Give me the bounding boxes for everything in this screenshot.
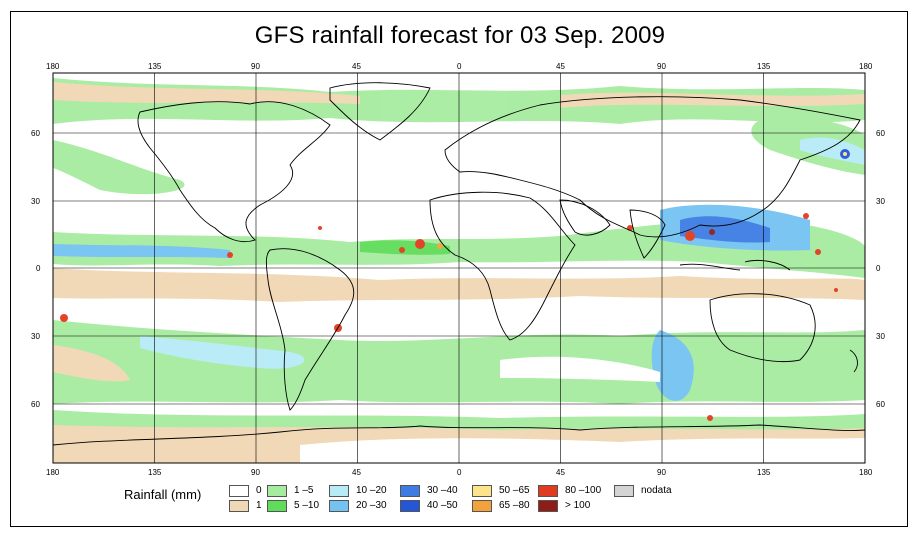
legend-label-12: nodata [641, 485, 672, 496]
legend-label-5: 20 –30 [356, 500, 387, 511]
legend-swatch-2 [267, 485, 287, 497]
tick-top-90e: 90 [657, 62, 666, 71]
legend-label-7: 40 –50 [427, 500, 458, 511]
tick-top-90w: 90 [251, 62, 260, 71]
legend-swatch-7 [400, 500, 420, 512]
legend-label-3: 5 –10 [294, 500, 320, 511]
graticule [52, 72, 866, 464]
continent-outlines [53, 82, 865, 446]
tick-top-180: 180 [46, 62, 60, 71]
legend-label-11: > 100 [565, 500, 591, 511]
tick-top-45e: 45 [556, 62, 565, 71]
figure-frame [10, 11, 908, 527]
map-title: GFS rainfall forecast for 03 Sep. 2009 [254, 22, 666, 49]
tick-right-30n: 30 [876, 197, 885, 206]
tick-left-60s: 60 [31, 400, 40, 409]
legend-swatch-11 [538, 500, 558, 512]
tick-bottom-0: 0 [457, 468, 462, 477]
legend-label-8: 50 –65 [499, 485, 530, 496]
tick-top-45w: 45 [352, 62, 361, 71]
tick-right-0: 0 [876, 264, 881, 273]
legend-swatch-6 [400, 485, 420, 497]
legend-label-6: 30 –40 [427, 485, 458, 496]
tick-right-60n: 60 [876, 129, 885, 138]
tick-left-30n: 30 [31, 197, 40, 206]
tick-left-30s: 30 [31, 332, 40, 341]
legend-label-10: 80 –100 [565, 485, 602, 496]
legend-title: Rainfall (mm) [124, 487, 202, 502]
legend-swatch-9 [472, 500, 492, 512]
legend-label-1: 1 [256, 500, 262, 511]
tick-bottom-135e: 135 [757, 468, 771, 477]
tick-top-180e: 180 [859, 62, 873, 71]
legend-label-2: 1 –5 [294, 485, 314, 496]
legend-label-0: 0 [256, 485, 262, 496]
legend-swatch-4 [329, 485, 349, 497]
tick-right-60s: 60 [876, 400, 885, 409]
legend-swatch-1 [229, 500, 249, 512]
tick-left-60n: 60 [31, 129, 40, 138]
legend-swatch-3 [267, 500, 287, 512]
tick-left-0: 0 [36, 264, 41, 273]
tick-bottom-90w: 90 [251, 468, 260, 477]
tick-top-135e: 135 [757, 62, 771, 71]
legend-label-4: 10 –20 [356, 485, 387, 496]
tick-bottom-135w: 135 [148, 468, 162, 477]
tick-bottom-45e: 45 [556, 468, 565, 477]
legend-swatch-12 [614, 485, 634, 497]
tick-bottom-90e: 90 [657, 468, 666, 477]
legend-swatch-8 [472, 485, 492, 497]
legend-label-9: 65 –80 [499, 500, 530, 511]
legend-swatch-5 [329, 500, 349, 512]
tick-top-135w: 135 [148, 62, 162, 71]
tick-bottom-45w: 45 [352, 468, 361, 477]
tick-bottom-180e: 180 [859, 468, 873, 477]
legend-swatch-10 [538, 485, 558, 497]
tick-top-0: 0 [457, 62, 462, 71]
tick-right-30s: 30 [876, 332, 885, 341]
legend-swatch-0 [229, 485, 249, 497]
tick-bottom-180: 180 [46, 468, 60, 477]
